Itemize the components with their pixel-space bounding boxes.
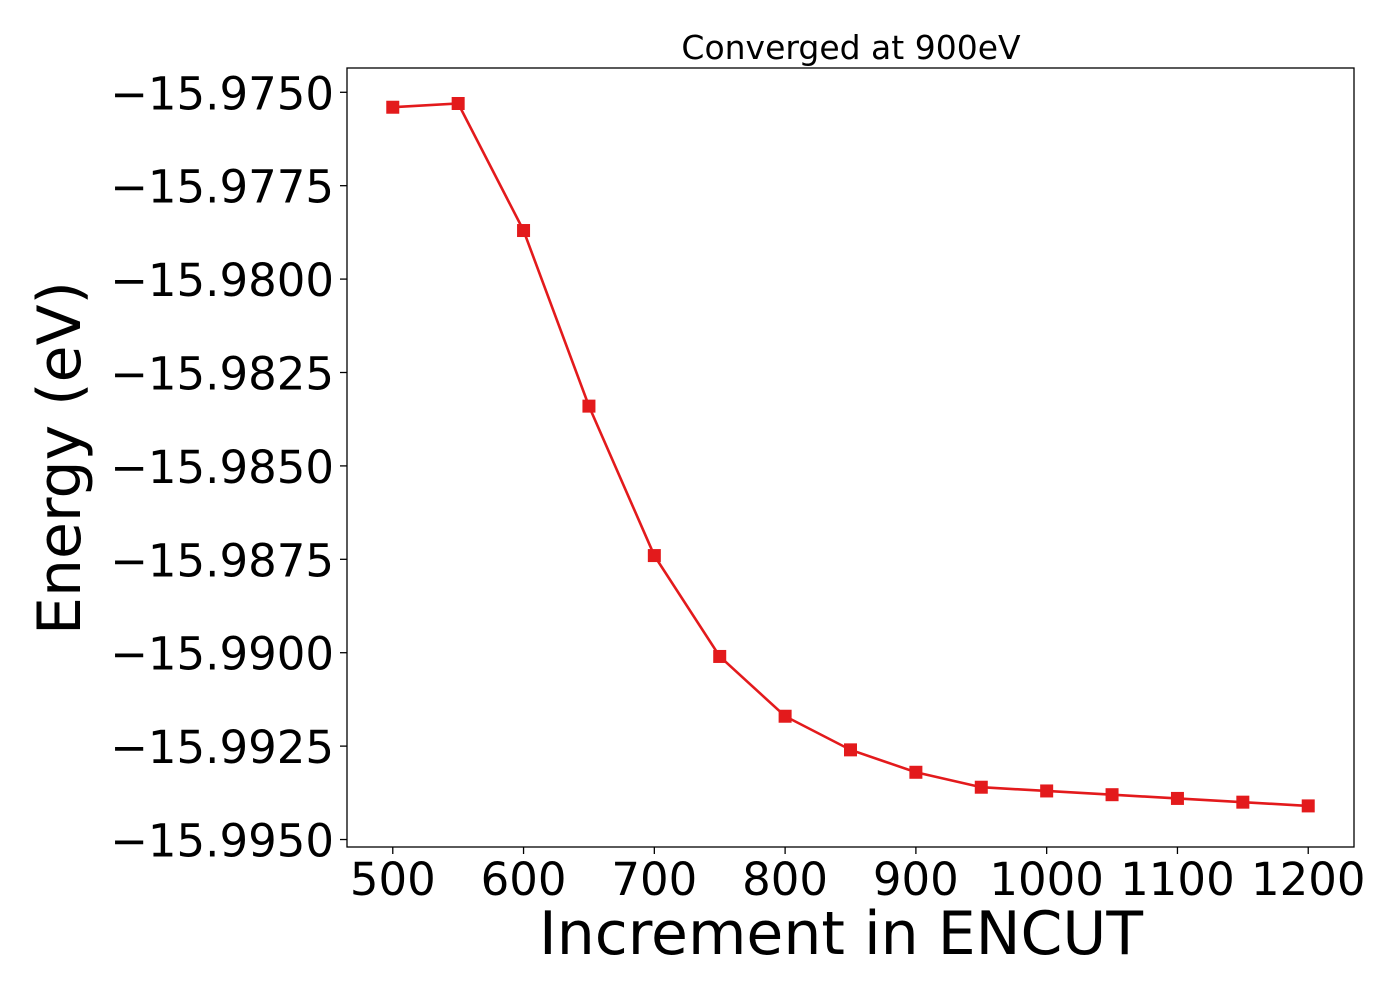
data-point-marker [713,649,727,663]
data-point-marker [1105,788,1119,802]
data-point-marker [844,743,857,757]
x-tick-label: 1100 [1120,853,1235,906]
y-tick-label: −15.9825 [110,348,334,401]
chart-title: Converged at 900eV [681,28,1021,67]
data-point-marker [778,709,792,723]
data-point-marker [647,549,661,563]
y-tick-label: −15.9775 [110,161,334,214]
y-tick-label: −15.9850 [110,441,334,494]
x-axis-label: Increment in ENCUT [539,899,1143,969]
x-tick-label: 500 [350,853,436,906]
y-axis-ticks: −15.9750 −15.9775 −15.9800 −15.9825 −15.9850… [110,67,347,868]
data-point-marker [582,399,596,413]
x-tick-label: 1000 [989,853,1104,906]
data-point-marker [909,765,923,779]
data-point-marker [1301,799,1315,813]
data-point-marker [1170,791,1184,805]
series-line [392,102,1309,808]
data-point-marker [517,224,531,238]
x-tick-label: 600 [481,853,567,906]
data-point-marker [451,96,465,110]
x-axis-ticks: 500 600 700 800 900 1000 1100 1200 [350,847,1366,906]
y-tick-label: −15.9875 [110,534,334,587]
data-point-marker [1236,795,1250,809]
data-point-marker [386,100,400,114]
data-point-marker [974,780,988,794]
x-tick-label: 800 [742,853,828,906]
y-axis-label: Energy (eV) [25,281,95,635]
x-tick-label: 1200 [1251,853,1366,906]
y-tick-label: −15.9950 [110,815,334,868]
data-point-marker [1040,784,1054,798]
y-tick-label: −15.9900 [110,628,334,681]
y-tick-label: −15.9925 [110,721,334,774]
x-tick-label: 700 [611,853,697,906]
plot-area-frame [346,67,1355,848]
y-tick-label: −15.9750 [110,67,334,120]
y-tick-label: −15.9800 [110,254,334,307]
x-tick-label: 900 [873,853,959,906]
series-layer [386,96,1315,813]
